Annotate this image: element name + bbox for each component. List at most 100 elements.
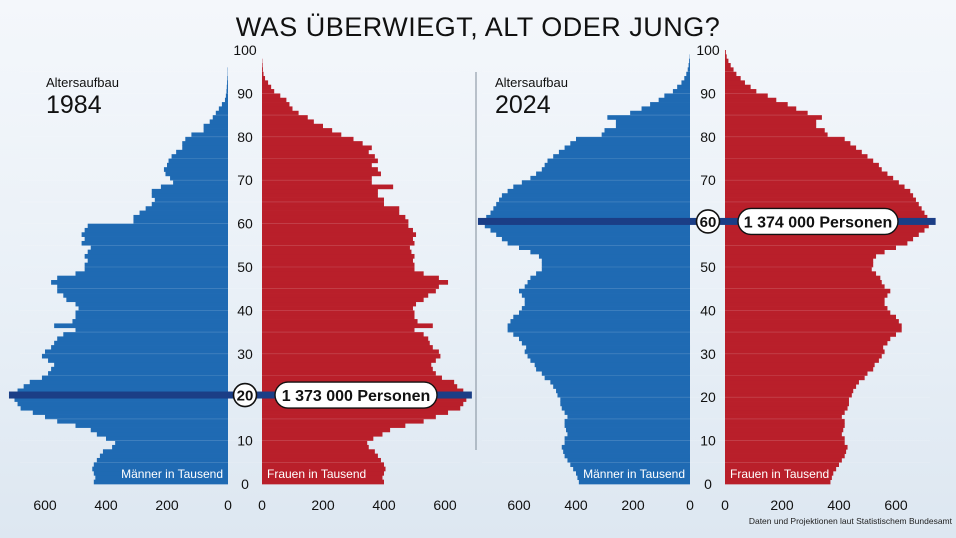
age-tick-label: 0 [241, 476, 249, 492]
male-bar [681, 80, 690, 86]
male-bar [550, 379, 690, 385]
male-bar [615, 123, 690, 129]
panel-subtitle: Altersaufbau [46, 75, 119, 90]
male-bar [561, 444, 690, 450]
male-bar [57, 336, 229, 342]
female-bar [725, 145, 857, 151]
male-bar [168, 158, 229, 164]
female-bar [262, 453, 378, 459]
female-bar [725, 63, 731, 68]
female-bar [725, 475, 832, 481]
female-bar [262, 128, 333, 133]
female-bar [262, 301, 417, 307]
male-bar [75, 423, 228, 428]
female-bar [725, 462, 839, 467]
male-bar [513, 184, 690, 190]
female-bar [262, 119, 314, 125]
female-bar [262, 188, 378, 194]
chart-title: WAS ÜBERWIEGT, ALT ODER JUNG? [236, 12, 721, 42]
male-bar [564, 410, 690, 415]
highlight-callout-box [274, 381, 438, 409]
male-bar [564, 418, 690, 424]
highlight-callout-text: 1 374 000 Personen [744, 214, 893, 231]
female-bar [262, 236, 413, 242]
x-tick-label: 400 [372, 497, 396, 513]
male-bar [106, 436, 228, 441]
male-bar [151, 188, 228, 194]
female-bar [262, 63, 263, 68]
male-bar [57, 418, 229, 424]
male-bar [171, 154, 228, 159]
female-bar [725, 67, 734, 73]
male-bar [519, 310, 690, 316]
male-bar [165, 171, 228, 177]
female-bar [725, 288, 891, 294]
female-bar [725, 418, 845, 424]
female-bar [262, 206, 400, 211]
female-bar [262, 293, 429, 298]
female-bar [725, 332, 896, 337]
male-bar [519, 336, 690, 342]
highlight-age-circle [695, 209, 721, 234]
male-bar [87, 258, 228, 264]
male-bar [203, 128, 228, 133]
female-bar [262, 71, 264, 77]
male-bar [23, 384, 229, 389]
female-bar [725, 97, 777, 103]
female-bar [262, 106, 293, 112]
female-bar [725, 397, 849, 402]
male-bar [84, 227, 229, 233]
female-bar [725, 128, 825, 133]
x-tick-label: 400 [94, 497, 118, 513]
female-bar [725, 314, 896, 320]
male-bar [687, 67, 690, 73]
female-bar [262, 375, 442, 381]
male-bar [75, 314, 228, 320]
male-bar [564, 145, 690, 151]
female-bar [262, 245, 410, 250]
male-bar [541, 262, 690, 268]
age-tick-label: 100 [696, 42, 720, 58]
male-bar [45, 349, 228, 355]
female-bar [725, 58, 729, 64]
female-bar [725, 201, 919, 207]
x-tick-label: 200 [621, 497, 645, 513]
age-tick-label: 80 [237, 129, 253, 145]
female-bar [262, 201, 384, 207]
male-bar [218, 106, 228, 112]
male-axis-label: Männer in Tausend [121, 467, 223, 481]
male-bar [576, 470, 690, 476]
female-bar [262, 110, 299, 116]
male-bar [20, 405, 228, 411]
male-bar [93, 470, 228, 476]
male-bar [75, 271, 228, 277]
male-bar [544, 162, 690, 168]
male-bar [524, 297, 690, 303]
female-bar [725, 301, 885, 307]
male-bar [576, 136, 690, 142]
male-bar [51, 345, 228, 350]
male-bar [578, 479, 690, 485]
male-bar [560, 401, 690, 407]
female-bar [725, 470, 834, 476]
male-bar [507, 240, 690, 246]
female-bar [725, 236, 914, 242]
male-bar [556, 388, 690, 394]
female-bar [725, 167, 882, 172]
female-bar [262, 345, 433, 350]
male-bar [75, 327, 228, 333]
male-bar [664, 93, 690, 99]
male-bar [564, 440, 690, 446]
male-bar [226, 89, 228, 94]
male-bar [167, 162, 228, 168]
female-bar [262, 314, 415, 320]
female-bar [262, 214, 406, 220]
male-bar [84, 267, 229, 272]
male-bar [541, 371, 690, 376]
female-bar [725, 457, 842, 463]
male-bar [521, 340, 690, 346]
male-bar [84, 253, 229, 259]
female-bar [262, 327, 415, 333]
female-bar [262, 449, 375, 454]
female-bar [262, 275, 439, 281]
